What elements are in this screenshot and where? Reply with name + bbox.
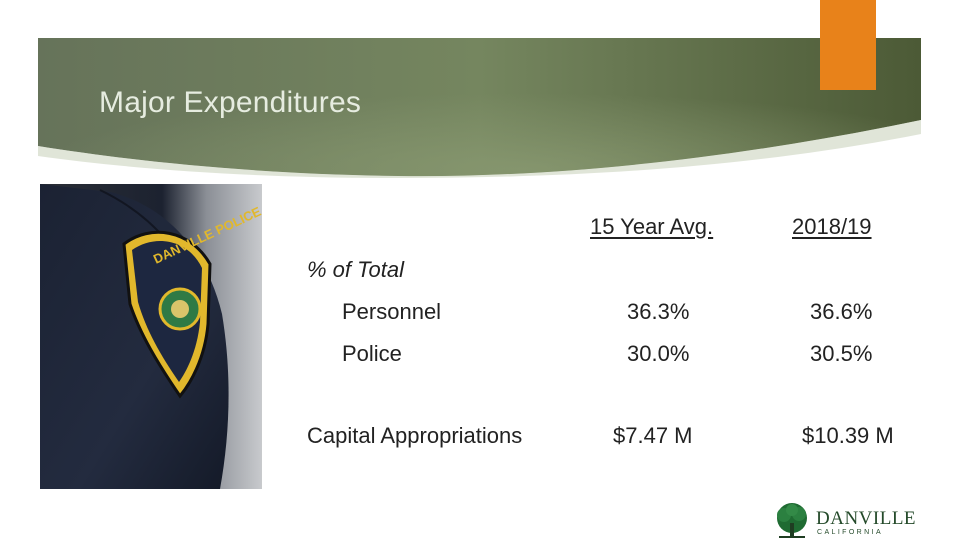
section-label-percent-of-total: % of Total — [307, 257, 405, 282]
danville-logo: DANVILLE CALIFORNIA — [773, 503, 923, 539]
cell-capital-avg: $7.47 M — [613, 423, 693, 448]
accent-tab — [820, 0, 876, 90]
row-label-police: Police — [342, 341, 402, 366]
row-label-capital-appropriations: Capital Appropriations — [307, 423, 523, 448]
title-banner — [38, 38, 921, 178]
column-header-2018-19: 2018/19 — [792, 214, 872, 239]
cell-capital-current: $10.39 M — [802, 423, 894, 448]
column-header-15-year-avg: 15 Year Avg. — [590, 214, 714, 239]
cell-personnel-current: 36.6% — [810, 299, 873, 324]
row-label-personnel: Personnel — [342, 299, 442, 324]
cell-personnel-avg: 36.3% — [627, 299, 690, 324]
slide-title: Major Expenditures — [99, 86, 362, 119]
oak-tree-icon — [777, 503, 807, 538]
logo-name: DANVILLE — [816, 508, 917, 529]
cell-police-current: 30.5% — [810, 341, 873, 366]
logo-subtitle: CALIFORNIA — [817, 529, 884, 536]
police-patch-photo: DANVILLE POLICE — [40, 184, 262, 489]
cell-police-avg: 30.0% — [627, 341, 690, 366]
